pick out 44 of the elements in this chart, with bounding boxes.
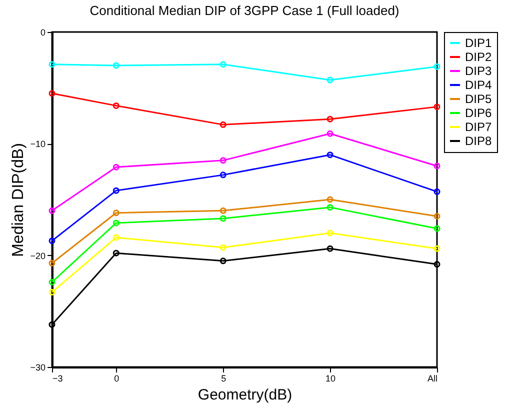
point [326,196,334,203]
y-tick-label: −20 [30,250,46,261]
x-tick-label: −3 [52,374,63,384]
point [112,164,120,170]
point [220,157,226,164]
point [112,62,120,69]
point [220,215,226,222]
y-tick-label: 0 [40,28,46,38]
point [326,152,334,158]
point [112,102,120,109]
point [220,172,226,178]
point [326,245,334,252]
legend-label: DIP8 [465,134,492,148]
legend-label: DIP1 [465,36,492,50]
legend-label: DIP6 [465,106,492,120]
x-tick-label: 0 [114,374,120,384]
point [326,230,334,236]
x-tick-label: 10 [326,374,336,384]
point [112,234,120,241]
y-axis-title: Median DIP(dB) [10,143,28,257]
point [112,187,120,194]
point [220,61,226,68]
point [112,210,120,216]
point [326,76,334,84]
legend-label: DIP2 [465,50,492,64]
point [326,130,334,137]
point [326,204,334,211]
legend-label: DIP5 [465,92,492,106]
point [220,121,226,128]
point [220,207,226,214]
legend-label: DIP3 [465,64,492,78]
y-tick-label: −10 [30,139,46,150]
point [112,250,120,256]
y-tick-label: −30 [30,362,46,372]
legend-label: DIP7 [465,120,492,134]
x-axis-title: Geometry(dB) [198,386,292,404]
legend-label: DIP4 [465,78,492,92]
point [220,244,226,251]
point [326,116,334,122]
point [220,258,226,264]
point [112,220,120,226]
chart-title: Conditional Median DIP of 3GPP Case 1 (Full loaded) [90,3,400,18]
x-tick-label: 5 [221,374,226,384]
x-tick-label: All [427,374,438,384]
